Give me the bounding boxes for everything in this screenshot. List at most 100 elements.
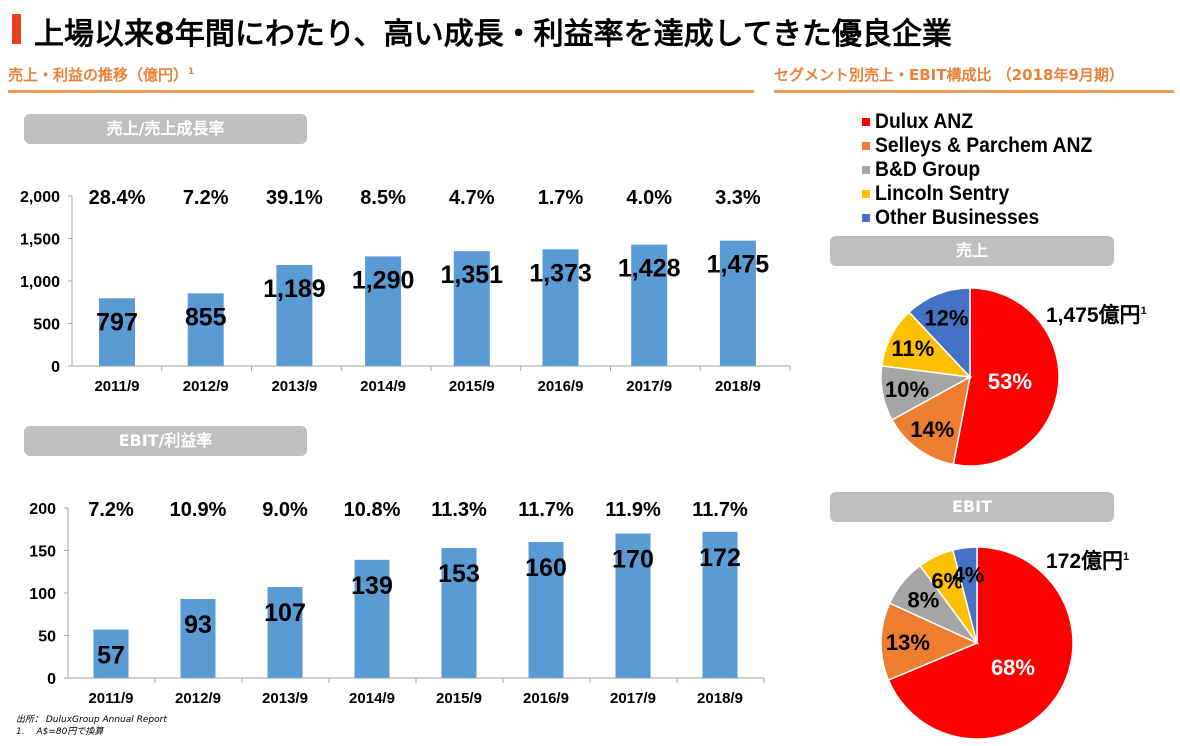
pie-slice-label: 4% — [952, 562, 984, 587]
bar — [441, 547, 477, 678]
pie-slice-label: 68% — [991, 655, 1035, 680]
y-tick-label: 100 — [29, 586, 56, 603]
bar-value-label: 172 — [699, 544, 741, 572]
bar — [276, 264, 313, 366]
ebit-bar-chart: 200 150 100 50 0 57 7.2% 2011/9 93 10.9% 2012/9 107… — [29, 499, 765, 707]
pie-slice — [952, 287, 1060, 467]
x-tick-label: 2013/9 — [262, 690, 308, 707]
bar-value-label: 170 — [612, 546, 654, 574]
y-tick-label: 50 — [38, 629, 56, 646]
right-section-divider — [774, 90, 1174, 93]
bar-value-label: 107 — [264, 599, 306, 627]
rate-label: 10.9% — [170, 499, 227, 521]
bar — [93, 629, 129, 678]
y-tick-label: 150 — [29, 544, 56, 561]
bar — [99, 298, 135, 366]
rate-label: 11.7% — [692, 499, 748, 521]
pie-sales-header: 売上 — [830, 236, 1114, 266]
legend-swatch-bd — [862, 166, 870, 174]
legend-label: B&D Group — [875, 158, 981, 181]
x-tick-label: 2016/9 — [538, 378, 584, 395]
bar — [615, 533, 651, 678]
pie-slice-label: 11% — [891, 336, 934, 361]
x-tick-label: 2017/9 — [610, 690, 656, 707]
ebit-pie-chart: 68% 13% 8%6%4% — [880, 546, 1074, 740]
rate-label: 4.7% — [449, 187, 495, 209]
legend-swatch-dulux — [862, 118, 870, 126]
pie-slice — [908, 287, 971, 379]
bar-value-label: 1,428 — [618, 255, 681, 283]
x-tick-label: 2018/9 — [715, 378, 761, 395]
bar-value-label: 855 — [185, 303, 227, 331]
bar-value-label: 1,189 — [263, 275, 326, 303]
x-tick-label: 2012/9 — [175, 690, 221, 707]
y-tick-label: 1,500 — [20, 232, 60, 249]
ebit-total-value: 172億円 — [1046, 550, 1124, 573]
x-tick-label: 2015/9 — [436, 690, 482, 707]
x-tick-label: 2014/9 — [349, 690, 395, 707]
left-section-title: 売上・利益の推移（億円）1 — [8, 64, 194, 85]
y-tick-label: 1,000 — [20, 274, 60, 291]
left-section-title-text: 売上・利益の推移（億円） — [8, 66, 189, 84]
rate-label: 3.3% — [715, 187, 761, 209]
legend-item: Dulux ANZ — [862, 110, 1111, 134]
page-title: 上場以来8年間にわたり、高い成長・利益率を達成してきた優良企業 — [34, 17, 952, 52]
rate-label: 7.2% — [88, 499, 134, 521]
x-tick-label: 2011/9 — [94, 378, 139, 395]
bar-value-label: 1,290 — [352, 266, 415, 294]
bar — [267, 587, 303, 678]
legend-item: Lincoln Sentry — [862, 182, 1111, 206]
x-tick-label: 2013/9 — [271, 378, 317, 395]
sales-total-value: 1,475億円 — [1046, 304, 1141, 327]
pie-slice — [887, 546, 1074, 740]
pie-slice-label: 6% — [931, 569, 963, 594]
pie-slice — [951, 546, 978, 644]
rate-label: 9.0% — [262, 499, 308, 521]
bar-value-label: 57 — [97, 642, 125, 670]
x-tick-label: 2017/9 — [626, 378, 672, 395]
bar — [187, 293, 224, 366]
bar-value-label: 93 — [184, 611, 212, 639]
y-tick-label: 200 — [29, 501, 56, 518]
rate-label: 11.9% — [605, 499, 661, 521]
legend-item: Other Businesses — [862, 206, 1111, 230]
footnote-ref: 1 — [1123, 551, 1130, 563]
footnote-1: 1. A$=80円で換算 — [16, 727, 104, 737]
bar — [365, 256, 402, 366]
bar-value-label: 1,475 — [707, 251, 770, 279]
rate-label: 4.0% — [626, 187, 672, 209]
rate-label: 28.4% — [89, 187, 146, 209]
rate-label: 1.7% — [538, 187, 584, 209]
footnote-ref: 1 — [188, 67, 195, 77]
y-tick-label: 500 — [33, 317, 60, 334]
sales-total: 1,475億円1 — [1046, 299, 1147, 329]
bar — [719, 240, 756, 366]
bar — [631, 244, 668, 366]
x-tick-label: 2014/9 — [360, 378, 406, 395]
pie-slice-label: 14% — [910, 417, 954, 442]
legend-label: Other Businesses — [875, 206, 1040, 229]
legend-swatch-other — [862, 214, 870, 222]
left-section-divider — [8, 90, 754, 93]
pie-slice-label: 10% — [885, 377, 929, 402]
x-tick-label: 2011/9 — [88, 690, 133, 707]
pie-ebit-header: EBIT — [830, 492, 1114, 522]
y-tick-label: 0 — [51, 359, 60, 376]
bar-value-label: 139 — [351, 572, 393, 600]
legend-swatch-lincoln — [862, 190, 870, 198]
x-tick-label: 2015/9 — [449, 378, 495, 395]
title-accent-bar — [12, 14, 21, 44]
sales-bar-chart: 2,000 1,500 1,000 500 0 797 28.4% 2011/9 855 7.2%… — [20, 187, 791, 395]
pie-slice-label: 53% — [988, 369, 1032, 394]
rate-label: 7.2% — [183, 187, 229, 209]
pie-slice — [890, 375, 972, 466]
y-tick-label: 2,000 — [20, 189, 60, 206]
rate-label: 10.8% — [344, 499, 401, 521]
right-section-title: セグメント別売上・EBIT構成比 （2018年9月期） — [774, 66, 1124, 84]
bar-value-label: 160 — [525, 554, 567, 582]
rate-label: 11.3% — [431, 499, 487, 521]
y-tick-label: 0 — [47, 671, 56, 688]
bar-value-label: 153 — [438, 560, 480, 588]
bar — [180, 598, 216, 678]
bar — [542, 249, 579, 366]
